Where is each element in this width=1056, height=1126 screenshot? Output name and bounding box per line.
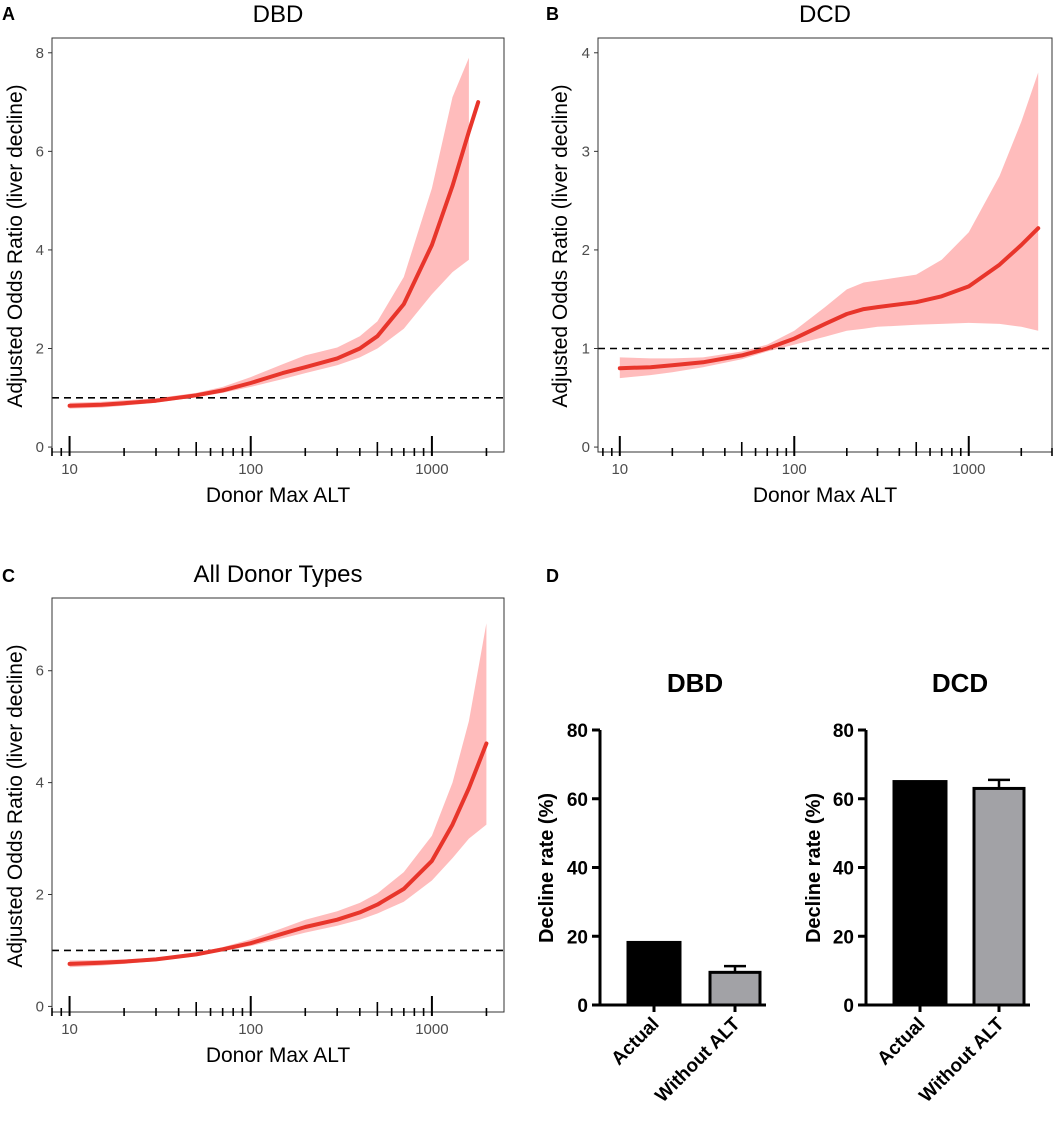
panel-c-ytick-label: 6 xyxy=(36,663,44,680)
panel-a-dbd-odds-chart: DBD Donor Max ALT Adjusted Odds Ratio (l… xyxy=(4,1,505,507)
panel-d-dbd-ytick-label: 20 xyxy=(567,927,588,948)
panel-a-xtick-label: 1000 xyxy=(415,461,448,478)
panel-letter-a: A xyxy=(2,4,15,24)
panel-d-dcd-ytick-label: 80 xyxy=(833,721,854,742)
panel-b-odds-ratio-curve xyxy=(617,226,1041,371)
panel-c-odds-ratio-curve xyxy=(67,741,489,966)
panel-letter-c: C xyxy=(2,566,15,586)
panel-b-plot-frame xyxy=(597,37,1053,453)
panel-c-xtick-label: 1000 xyxy=(415,1021,448,1038)
panel-d-dcd-bar-chart: DCD Decline rate (%) 0 20 40 60 80 ActualWith… xyxy=(803,668,1030,1107)
panel-c-ytick-label: 2 xyxy=(36,887,44,904)
panel-a-plot-frame xyxy=(51,37,505,453)
panel-b-confidence-band xyxy=(619,72,1039,379)
panel-b-xtick-label: 10 xyxy=(611,461,628,478)
panel-d-dbd-category-label: Actual xyxy=(608,1014,664,1070)
panel-d-dbd-ytick-label: 60 xyxy=(567,790,588,811)
panel-b-ytick-label: 2 xyxy=(582,242,590,259)
panel-a-ylabel: Adjusted Odds Ratio (liver decline) xyxy=(4,84,27,407)
panel-d-dbd-title: DBD xyxy=(667,668,723,698)
panel-d-dcd-bar-without-alt xyxy=(972,786,1026,1007)
panel-a-ytick-label: 8 xyxy=(36,45,44,62)
panel-d-dcd-category-label: Without ALT xyxy=(915,1013,1008,1106)
panel-b-xtick-label: 100 xyxy=(782,461,807,478)
panel-d-dcd-title: DCD xyxy=(932,668,988,698)
panel-a-ytick-label: 2 xyxy=(36,341,44,358)
panel-c-title: All Donor Types xyxy=(194,561,363,588)
panel-c-all-donor-odds-chart: All Donor Types Donor Max ALT Adjusted O… xyxy=(4,561,505,1067)
panel-d-dcd-ylabel: Decline rate (%) xyxy=(803,793,825,943)
panel-a-xtick-label: 100 xyxy=(238,461,263,478)
panel-a-ytick-label: 6 xyxy=(36,143,44,160)
panel-d-dbd-ylabel: Decline rate (%) xyxy=(536,793,558,943)
panel-a-title: DBD xyxy=(253,1,304,28)
panel-c-xtick-label: 100 xyxy=(238,1021,263,1038)
panel-b-ytick-label: 0 xyxy=(582,439,590,456)
panel-d-dbd-bar-chart: DBD Decline rate (%) 0 20 40 60 80 ActualWith… xyxy=(536,668,766,1107)
panel-b-xlabel: Donor Max ALT xyxy=(753,484,898,507)
panel-c-ytick-label: 0 xyxy=(36,998,44,1015)
panel-d-dcd-bar-actual xyxy=(892,780,948,1007)
panel-d-dbd-ytick-label: 40 xyxy=(567,859,588,880)
panel-d-dbd-ytick-label: 80 xyxy=(567,721,588,742)
panel-d-dcd-category-label: Actual xyxy=(874,1014,930,1070)
panel-a-xlabel: Donor Max ALT xyxy=(206,484,351,507)
panel-d-dbd-category-label: Without ALT xyxy=(651,1013,744,1106)
panel-d-dbd-bar-without-alt xyxy=(708,970,762,1007)
panel-b-ytick-label: 1 xyxy=(582,341,590,358)
panel-d-dcd-ytick-label: 40 xyxy=(833,859,854,880)
panel-a-confidence-band xyxy=(69,57,469,409)
panel-a-ytick-label: 4 xyxy=(36,242,44,259)
panel-c-ytick-label: 4 xyxy=(36,775,44,792)
panel-b-title: DCD xyxy=(799,1,851,28)
panel-c-plot-frame xyxy=(51,597,505,1013)
panel-b-ytick-label: 4 xyxy=(582,45,590,62)
panel-b-ylabel: Adjusted Odds Ratio (liver decline) xyxy=(549,84,572,407)
panel-a-ytick-label: 0 xyxy=(36,439,44,456)
panel-c-xlabel: Donor Max ALT xyxy=(206,1044,351,1067)
panel-d-dcd-ytick-label: 20 xyxy=(833,927,854,948)
panel-d-dbd-bar-actual xyxy=(626,940,682,1007)
panel-c-confidence-band xyxy=(69,623,487,968)
panel-c-ylabel: Adjusted Odds Ratio (liver decline) xyxy=(4,644,27,967)
panel-d-dcd-ytick-label: 60 xyxy=(833,790,854,811)
panel-a-odds-ratio-curve xyxy=(67,100,481,408)
panel-b-ytick-label: 3 xyxy=(582,143,590,160)
panel-c-xtick-label: 10 xyxy=(61,1021,78,1038)
panel-b-xtick-label: 1000 xyxy=(952,461,985,478)
panel-letter-d: D xyxy=(546,566,559,586)
panel-d-dcd-ytick-label: 0 xyxy=(843,996,854,1017)
panel-b-dcd-odds-chart: DCD Donor Max ALT Adjusted Odds Ratio (l… xyxy=(549,1,1053,507)
panel-letter-b: B xyxy=(546,4,559,24)
panel-d-dbd-ytick-label: 0 xyxy=(577,996,588,1017)
panel-a-xtick-label: 10 xyxy=(61,461,78,478)
